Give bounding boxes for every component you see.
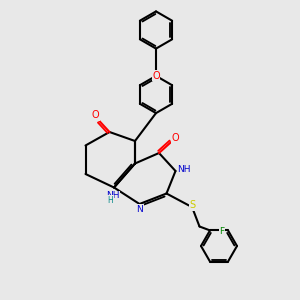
Text: O: O	[152, 70, 160, 81]
Text: S: S	[190, 200, 196, 210]
Text: F: F	[219, 227, 225, 236]
Text: H: H	[107, 196, 113, 205]
Text: O: O	[92, 110, 99, 120]
Text: N: N	[136, 205, 143, 214]
Text: NH: NH	[177, 165, 191, 174]
Text: O: O	[172, 133, 179, 143]
Text: NH: NH	[106, 191, 119, 200]
